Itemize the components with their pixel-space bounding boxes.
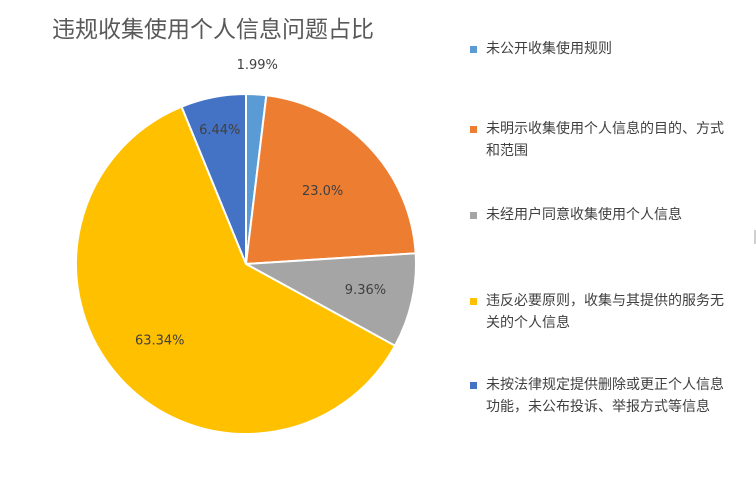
- chart-title: 违规收集使用个人信息问题占比: [52, 17, 374, 43]
- pie-slice: [180, 92, 247, 265]
- pie-slice: [75, 105, 397, 435]
- legend-swatch: [470, 212, 477, 219]
- legend-item: 未经用户同意收集使用个人信息: [470, 204, 732, 226]
- legend-item: 未明示收集使用个人信息的目的、方式和范围: [470, 118, 732, 162]
- pie-slice: [244, 94, 417, 266]
- legend-item: 未公开收集使用规则: [470, 38, 732, 60]
- legend-label: 未经用户同意收集使用个人信息: [486, 207, 682, 223]
- data-label: 6.44%: [199, 123, 240, 138]
- pie-slice: [242, 252, 417, 348]
- legend-swatch: [470, 46, 477, 53]
- legend-swatch: [470, 382, 477, 389]
- legend-item: 未按法律规定提供删除或更正个人信息功能，未公布投诉、举报方式等信息: [470, 374, 732, 418]
- data-label: 23.0%: [302, 184, 343, 199]
- legend-item: 违反必要原则，收集与其提供的服务无关的个人信息: [470, 290, 732, 334]
- edge-divider: [754, 230, 756, 244]
- data-label: 9.36%: [345, 283, 386, 298]
- legend-label: 违反必要原则，收集与其提供的服务无关的个人信息: [486, 293, 724, 331]
- data-label: 63.34%: [135, 333, 185, 348]
- legend-swatch: [470, 126, 477, 133]
- legend-swatch: [470, 298, 477, 305]
- legend-label: 未按法律规定提供删除或更正个人信息功能，未公布投诉、举报方式等信息: [486, 377, 724, 415]
- legend-label: 未公开收集使用规则: [486, 41, 612, 57]
- legend-label: 未明示收集使用个人信息的目的、方式和范围: [486, 121, 724, 159]
- data-label: 1.99%: [237, 58, 278, 73]
